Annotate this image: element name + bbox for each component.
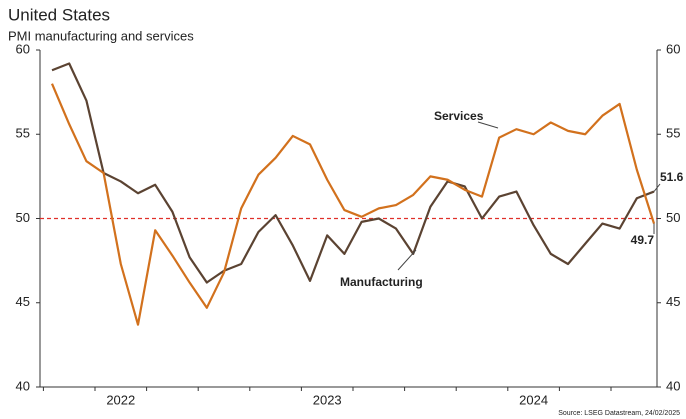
y-tick-label: 50	[16, 210, 30, 225]
y2-tick-label: 60	[666, 41, 680, 56]
y-tick-label: 40	[16, 378, 30, 393]
series-label: Manufacturing	[340, 275, 423, 289]
y2-tick-label: 45	[666, 294, 680, 309]
leader	[653, 183, 661, 192]
series-line	[51, 62, 655, 284]
x-tick-label: 2022	[106, 392, 135, 407]
value-label: 51.6	[660, 170, 684, 184]
y-tick-label: 60	[16, 41, 30, 56]
source: Source: LSEG Datastream, 24/02/2025	[558, 410, 680, 417]
x-tick-label: 2024	[519, 392, 548, 407]
y2-tick-label: 50	[666, 210, 680, 225]
y2-tick-label: 55	[666, 126, 680, 141]
leader	[477, 121, 499, 129]
y-tick-label: 55	[16, 126, 30, 141]
chart-subtitle: PMI manufacturing and services	[8, 28, 194, 43]
y2-tick-label: 40	[666, 378, 680, 393]
y-tick-label: 45	[16, 294, 30, 309]
series-label: Services	[434, 109, 484, 123]
chart-title: United States	[8, 5, 110, 24]
leader	[397, 249, 417, 271]
series-line	[50, 83, 656, 326]
value-label: 49.7	[631, 233, 655, 247]
x-tick-label: 2023	[313, 392, 342, 407]
